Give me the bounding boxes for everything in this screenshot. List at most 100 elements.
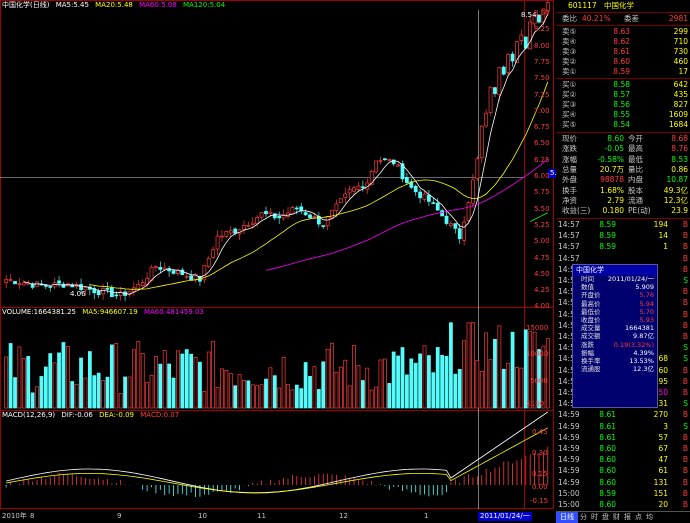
tick-row[interactable]: 14:58 S (556, 343, 690, 353)
sell-row: 卖③ 8.61 730 (556, 47, 690, 57)
ma20-label: MA20:5.48 (95, 1, 133, 9)
macd-tick-000: 0.00 (532, 483, 548, 491)
tab-0[interactable]: 日线 (556, 512, 578, 523)
sell-price: 8.61 (613, 47, 630, 56)
tick-flag: B (682, 432, 688, 442)
volume-bar (387, 383, 392, 409)
volume-bar (374, 386, 378, 409)
volume-bar (334, 371, 339, 409)
popup-key: 数值 (581, 283, 594, 292)
candle-body (211, 249, 216, 258)
tick-flag: B (682, 264, 688, 274)
tick-row[interactable]: 14:58 B (556, 298, 690, 308)
stat-value-1: -0.58% (597, 154, 624, 164)
tick-row[interactable]: 14:59 8.60 47 B (556, 455, 690, 465)
buy-volume: 1609 (668, 110, 688, 119)
volume-bar (189, 353, 194, 409)
candle-body (369, 170, 374, 186)
buy-label: 买③ (562, 100, 577, 109)
info-popup: 中国化学 时间 2011/01/24/一 数值 5.909 开盘价 5.76 最高价 5.94… (572, 264, 658, 408)
buy-price: 8.58 (613, 80, 630, 89)
tab-2[interactable]: 时 (591, 513, 598, 521)
x-month-8: 8 (30, 512, 35, 520)
tick-row[interactable]: 14:57 S (556, 276, 690, 286)
tick-row[interactable]: 15:00 8.59 151 B (556, 489, 690, 499)
candle-body (466, 202, 471, 221)
tick-row[interactable]: 14:59 8.61 57 B (556, 433, 690, 443)
tick-row[interactable]: 14:59 8.61 270 B (556, 410, 690, 420)
tick-row[interactable]: 14:57 8.59 14 B (556, 231, 690, 241)
candle-body (299, 206, 304, 212)
tab-4[interactable]: 财 (613, 513, 620, 521)
buy-row: 买③ 8.56 827 (556, 100, 690, 110)
ma5-line (23, 14, 549, 295)
popup-row: 成交量 1664381 (573, 324, 657, 332)
volume-bar (145, 382, 149, 409)
volume-bar (506, 362, 511, 409)
sell-price: 8.63 (613, 27, 630, 36)
candle-body (83, 287, 88, 291)
tab-3[interactable]: 盘 (602, 513, 609, 521)
tick-row[interactable]: 14:59 8.61 3 S (556, 422, 690, 432)
volume-bar (21, 358, 26, 409)
tick-row[interactable]: 15:00 8.60 20 B (556, 500, 690, 510)
tick-row[interactable]: 14:59 8.60 61 B (556, 466, 690, 476)
candle-body (475, 158, 480, 179)
volume-bar (541, 345, 546, 409)
volume-bar (43, 366, 48, 409)
tick-time: 14:59 (558, 388, 580, 397)
candle-body (510, 53, 515, 62)
tick-row[interactable]: 14:57 B (556, 287, 690, 297)
popup-row: 数值 5.909 (573, 283, 657, 291)
tick-volume: 131 (653, 477, 668, 487)
tick-row[interactable]: 14:57 8.59 194 B (556, 220, 690, 230)
tab-6[interactable]: 点 (635, 513, 642, 521)
macd-panel-title: MACD(12,26,9) DIF:-0.06 DEA:-0.09 MACD:0… (2, 411, 183, 420)
tab-7[interactable]: 均 (646, 513, 653, 521)
volume-bar (136, 341, 141, 409)
price-tick: 4.50 (534, 269, 550, 278)
tick-flag: S (683, 343, 688, 353)
candle-body (338, 198, 343, 203)
tick-price: 8.59 (599, 242, 616, 252)
tick-price: 8.60 (599, 500, 616, 509)
volume-bar (233, 385, 238, 409)
tick-row[interactable]: 14:59 8.60 131 B (556, 478, 690, 488)
volume-bar (259, 384, 264, 409)
tick-row[interactable]: 14:59 8.60 67 B (556, 444, 690, 454)
volume-bar (123, 376, 127, 409)
tick-flag: B (682, 466, 688, 476)
high-marker: 8.54 (521, 11, 537, 19)
candle-body (127, 290, 132, 295)
volume-bar (405, 374, 409, 409)
tick-time: 14:57 (558, 220, 580, 229)
tick-row[interactable]: 14:57 B (556, 254, 690, 264)
candle-body (545, 2, 550, 12)
candle-body (96, 290, 101, 296)
candle-body (61, 283, 66, 288)
volume-bar (396, 355, 400, 409)
volume-bar (171, 377, 176, 409)
tab-5[interactable]: 报 (624, 513, 631, 521)
candle-body (435, 202, 440, 211)
tick-row[interactable]: 14:57 B (556, 265, 690, 275)
tick-volume: 160 (653, 365, 668, 375)
volume-bar (272, 375, 277, 409)
price-panel-title: 中国化学(日线) MA5:5.45 MA20:5.48 MA60:5.08 MA… (2, 1, 229, 10)
volume-bar (515, 366, 519, 409)
kline-chart-svg[interactable] (0, 0, 555, 522)
volume-bar (74, 383, 79, 409)
tick-row[interactable]: 14:58 B (556, 321, 690, 331)
tick-row[interactable]: 14:57 8.59 1 B (556, 242, 690, 252)
candle-body (79, 284, 83, 291)
candle-body (457, 228, 462, 240)
tick-row[interactable]: 14:58 B (556, 310, 690, 320)
tab-1[interactable]: 分 (580, 513, 587, 521)
volume-bar (479, 370, 484, 409)
popup-key: 流通股 (581, 365, 601, 374)
tick-row[interactable]: 14:58 B (556, 332, 690, 342)
kline-chart-area[interactable]: 中国化学(日线) MA5:5.45 MA20:5.48 MA60:5.08 MA… (0, 0, 568, 522)
stat-value-2: 8.68 (671, 134, 688, 143)
candle-body (325, 216, 330, 227)
vol-tick-10000: 10000 (526, 350, 549, 358)
